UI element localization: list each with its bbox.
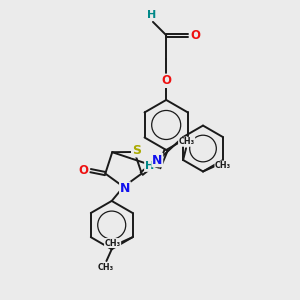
Text: CH₃: CH₃ [98,263,114,272]
Text: CH₃: CH₃ [104,238,121,247]
Text: N: N [120,182,130,195]
Text: H: H [145,161,154,171]
Text: O: O [79,164,88,176]
Text: CH₃: CH₃ [178,137,195,146]
Text: N: N [152,154,163,166]
Text: S: S [132,144,141,157]
Text: H: H [147,10,156,20]
Text: CH₃: CH₃ [215,161,231,170]
Text: O: O [190,29,201,42]
Text: O: O [161,74,171,87]
